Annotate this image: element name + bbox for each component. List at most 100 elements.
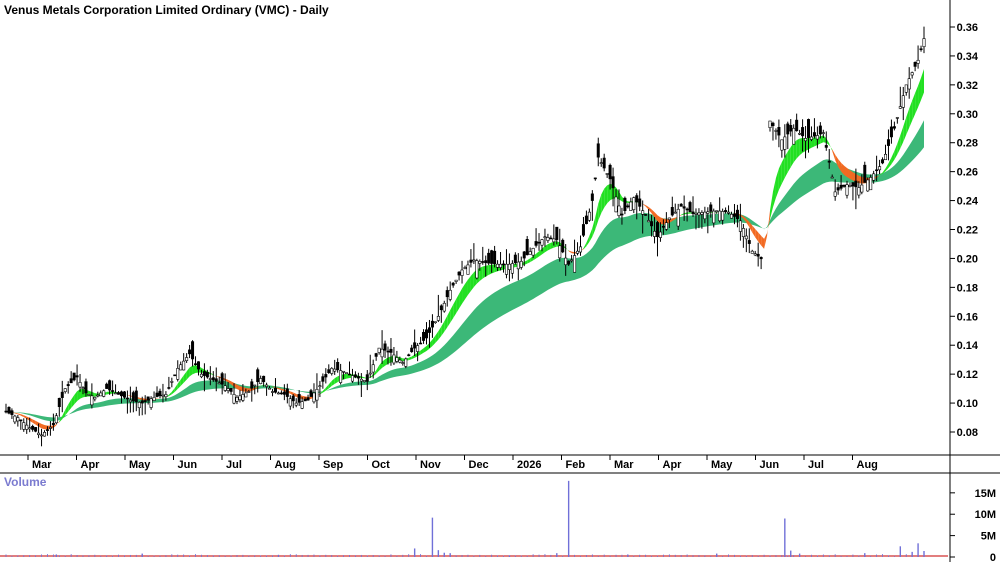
short-term-band-segment: [65, 404, 69, 416]
price-candle-body: [164, 394, 168, 398]
price-candle-body: [635, 195, 639, 203]
chart-title: Venus Metals Corporation Limited Ordinar…: [4, 3, 329, 17]
short-term-band-segment: [536, 251, 540, 259]
short-term-band-segment: [32, 419, 36, 425]
price-candle-body: [359, 378, 363, 382]
price-candle-body: [735, 209, 739, 219]
short-term-band-segment: [44, 424, 48, 430]
short-term-band-segment: [251, 387, 255, 391]
short-term-band-segment: [225, 378, 229, 383]
price-candle-body: [706, 211, 710, 214]
short-term-band-segment: [91, 391, 95, 397]
price-candle-body: [611, 176, 615, 189]
price-candle-body: [253, 384, 257, 387]
short-term-band-segment: [841, 162, 845, 175]
short-term-band-segment: [26, 416, 30, 421]
price-candle-body: [410, 347, 414, 353]
short-term-band-segment: [20, 414, 24, 418]
price-candle-body: [128, 399, 132, 403]
price-candle-body: [75, 375, 79, 378]
price-candle-body: [336, 361, 340, 371]
price-candle-body: [818, 125, 822, 135]
price-candle-body: [315, 389, 319, 401]
price-candle-body: [712, 210, 716, 224]
price-candle-body: [226, 388, 230, 391]
short-term-band-segment: [589, 228, 593, 242]
price-candle-body: [37, 432, 41, 436]
price-candle-body: [581, 224, 585, 236]
month-label: May: [129, 459, 151, 471]
price-candle-body: [783, 136, 787, 150]
price-candle-body: [69, 378, 73, 384]
price-candle-body: [632, 197, 636, 210]
short-term-band-segment: [541, 246, 545, 255]
price-candle-body: [152, 396, 156, 401]
price-candle-body: [214, 378, 218, 382]
price-candle-body: [282, 391, 286, 395]
price-candle-body: [448, 289, 452, 300]
price-candle-body: [738, 220, 742, 232]
price-candle-body: [241, 394, 245, 401]
price-candle-body: [256, 369, 260, 383]
price-candle-body: [614, 196, 618, 213]
short-term-band-segment: [891, 150, 895, 165]
short-term-band-segment: [242, 387, 246, 392]
price-candle-body: [854, 180, 858, 188]
price-candle-body: [404, 358, 408, 367]
short-term-band-segment: [426, 342, 430, 351]
price-candle-body: [365, 374, 369, 382]
price-candle-body: [4, 410, 8, 413]
short-term-band-segment: [752, 225, 756, 238]
short-term-band-segment: [778, 162, 782, 190]
price-candle-body: [140, 400, 144, 404]
price-candle-body: [416, 345, 420, 352]
short-term-band-segment: [23, 415, 27, 419]
short-term-band-segment: [912, 93, 916, 121]
short-term-band-segment: [743, 216, 747, 223]
price-candle-body: [463, 267, 467, 269]
price-candle-body: [170, 381, 174, 383]
short-term-band-segment: [758, 232, 762, 246]
price-candle-body: [522, 251, 526, 259]
price-candle-body: [804, 138, 808, 142]
price-candle-body: [105, 383, 109, 389]
price-tick-label: 0.28: [957, 138, 978, 150]
short-term-band-segment: [921, 68, 924, 101]
price-candle-body: [673, 211, 677, 214]
short-term-band-segment: [74, 391, 78, 405]
price-candle-body: [345, 372, 349, 374]
price-candle-body: [647, 220, 651, 223]
price-candle-body: [460, 269, 464, 276]
short-term-band-segment: [245, 387, 249, 392]
price-candle-body: [16, 417, 20, 422]
short-term-band-segment: [601, 188, 605, 214]
price-candle-body: [830, 176, 834, 179]
short-term-band-segment: [805, 137, 809, 152]
short-term-band-segment: [829, 143, 833, 151]
short-term-band-segment: [35, 420, 39, 427]
price-candle-body: [904, 84, 908, 93]
price-candle-body: [125, 397, 129, 400]
price-candle-body: [593, 177, 597, 180]
short-term-band-segment: [616, 187, 619, 200]
price-candle-body: [185, 357, 189, 361]
short-term-band-segment: [467, 275, 471, 295]
price-candle-body: [602, 157, 606, 169]
price-tick-label: 0.08: [957, 427, 978, 439]
price-candle-body: [827, 160, 831, 163]
price-candle-body: [451, 282, 455, 286]
short-term-band-segment: [607, 183, 611, 204]
short-term-band-segment: [269, 385, 273, 387]
price-candle-body: [531, 248, 535, 256]
short-term-band-segment: [544, 244, 548, 253]
price-candle-body: [407, 354, 411, 357]
price-candle-body: [117, 392, 121, 395]
price-candle-body: [167, 387, 171, 389]
price-candle-body: [442, 302, 446, 312]
price-candle-body: [753, 253, 757, 256]
price-candle-body: [202, 371, 206, 376]
price-candle-body: [540, 239, 544, 246]
price-candle-body: [22, 422, 26, 430]
